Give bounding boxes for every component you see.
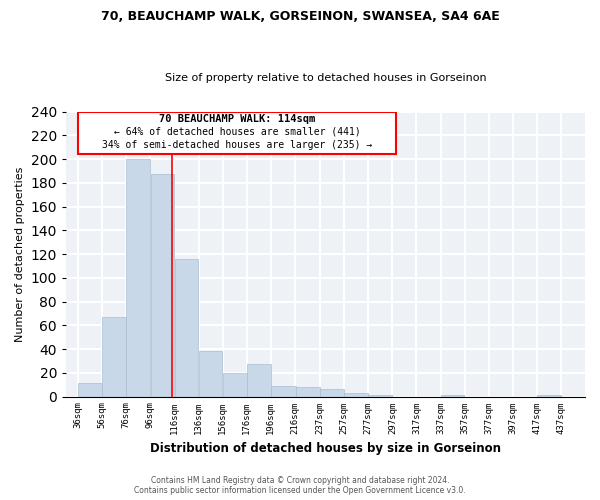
Title: Size of property relative to detached houses in Gorseinon: Size of property relative to detached ho… bbox=[165, 73, 487, 83]
Bar bbox=[151, 174, 174, 396]
Bar bbox=[175, 259, 199, 396]
Bar bbox=[79, 384, 102, 396]
Bar bbox=[344, 393, 368, 396]
Bar bbox=[320, 390, 344, 396]
Text: 70, BEAUCHAMP WALK, GORSEINON, SWANSEA, SA4 6AE: 70, BEAUCHAMP WALK, GORSEINON, SWANSEA, … bbox=[101, 10, 499, 23]
FancyBboxPatch shape bbox=[78, 112, 396, 154]
Text: Contains HM Land Registry data © Crown copyright and database right 2024.
Contai: Contains HM Land Registry data © Crown c… bbox=[134, 476, 466, 495]
Bar bbox=[296, 387, 320, 396]
Bar bbox=[247, 364, 271, 396]
Text: 34% of semi-detached houses are larger (235) →: 34% of semi-detached houses are larger (… bbox=[102, 140, 372, 150]
X-axis label: Distribution of detached houses by size in Gorseinon: Distribution of detached houses by size … bbox=[150, 442, 501, 455]
Text: ← 64% of detached houses are smaller (441): ← 64% of detached houses are smaller (44… bbox=[113, 127, 361, 137]
Bar bbox=[103, 317, 126, 396]
Text: 70 BEAUCHAMP WALK: 114sqm: 70 BEAUCHAMP WALK: 114sqm bbox=[159, 114, 315, 124]
Y-axis label: Number of detached properties: Number of detached properties bbox=[15, 166, 25, 342]
Bar bbox=[127, 159, 150, 396]
Bar bbox=[199, 352, 223, 397]
Bar bbox=[223, 373, 247, 396]
Bar bbox=[271, 386, 296, 396]
